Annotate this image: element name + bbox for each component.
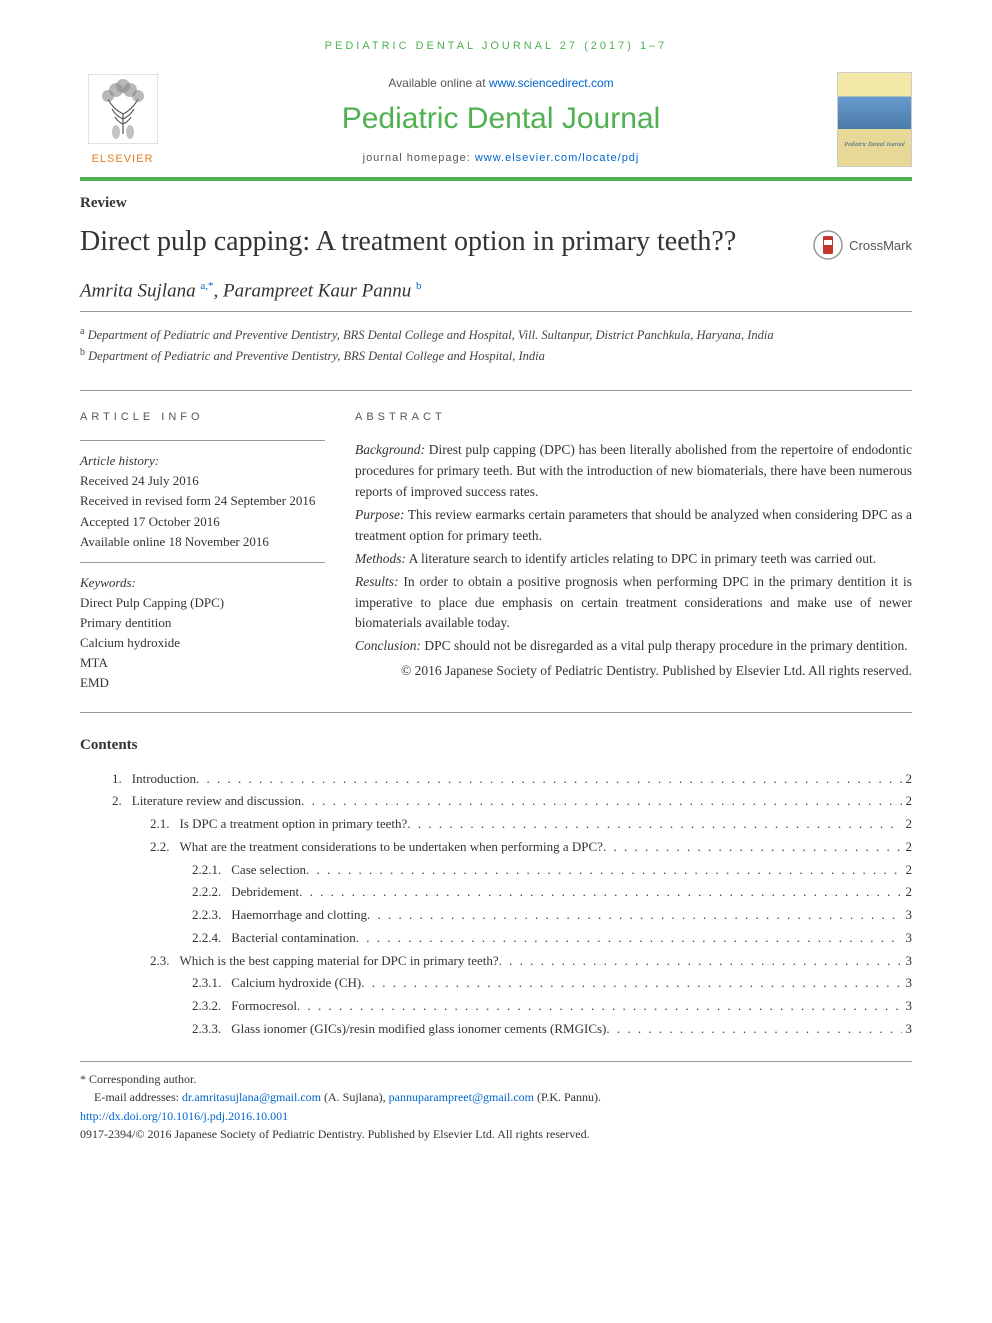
online-date: Available online 18 November 2016 bbox=[80, 532, 325, 552]
abstract-copyright: © 2016 Japanese Society of Pediatric Den… bbox=[355, 661, 912, 682]
toc-entry[interactable]: 1.Introduction 2 bbox=[80, 768, 912, 791]
journal-name: Pediatric Dental Journal bbox=[165, 102, 837, 136]
authors: Amrita Sujlana a,*, Parampreet Kaur Pann… bbox=[80, 280, 912, 311]
affiliations: a Department of Pediatric and Preventive… bbox=[80, 324, 912, 366]
history-heading: Article history: bbox=[80, 451, 325, 471]
cover-title: Pediatric Dental Journal bbox=[838, 142, 911, 148]
keyword: MTA bbox=[80, 653, 325, 673]
journal-homepage: journal homepage: www.elsevier.com/locat… bbox=[165, 152, 837, 164]
toc-entry[interactable]: 2.3.1.Calcium hydroxide (CH) 3 bbox=[80, 972, 912, 995]
article-type: Review bbox=[80, 195, 912, 212]
keywords-heading: Keywords: bbox=[80, 573, 325, 593]
accepted-date: Accepted 17 October 2016 bbox=[80, 512, 325, 532]
journal-cover-thumbnail[interactable]: Pediatric Dental Journal bbox=[837, 72, 912, 167]
email-line: E-mail addresses: dr.amritasujlana@gmail… bbox=[80, 1088, 912, 1107]
toc-entry[interactable]: 2.2.4.Bacterial contamination 3 bbox=[80, 927, 912, 950]
issn-copyright: 0917-2394/© 2016 Japanese Society of Ped… bbox=[80, 1125, 912, 1144]
doi-link[interactable]: http://dx.doi.org/10.1016/j.pdj.2016.10.… bbox=[80, 1109, 288, 1123]
footer: * Corresponding author. E-mail addresses… bbox=[80, 1061, 912, 1144]
elsevier-tree-icon bbox=[88, 74, 158, 144]
author-2[interactable]: Parampreet Kaur Pannu bbox=[223, 281, 416, 302]
abstract: ABSTRACT Background: Direst pulp capping… bbox=[355, 409, 912, 694]
article-title: Direct pulp capping: A treatment option … bbox=[80, 224, 793, 260]
toc-entry[interactable]: 2.1.Is DPC a treatment option in primary… bbox=[80, 813, 912, 836]
crossmark-icon bbox=[813, 230, 843, 260]
email-link-2[interactable]: pannuparampreet@gmail.com bbox=[389, 1090, 534, 1104]
toc-entry[interactable]: 2.2.2.Debridement 2 bbox=[80, 881, 912, 904]
toc-entry[interactable]: 2.Literature review and discussion 2 bbox=[80, 790, 912, 813]
keyword: Direct Pulp Capping (DPC) bbox=[80, 593, 325, 613]
keyword: EMD bbox=[80, 673, 325, 693]
homepage-link[interactable]: www.elsevier.com/locate/pdj bbox=[475, 152, 640, 164]
table-of-contents: 1.Introduction 22.Literature review and … bbox=[80, 768, 912, 1041]
elsevier-logo[interactable]: ELSEVIER bbox=[80, 74, 165, 165]
toc-entry[interactable]: 2.2.3.Haemorrhage and clotting 3 bbox=[80, 904, 912, 927]
crossmark-badge[interactable]: CrossMark bbox=[813, 230, 912, 260]
toc-entry[interactable]: 2.2.What are the treatment consideration… bbox=[80, 836, 912, 859]
article-info-heading: ARTICLE INFO bbox=[80, 409, 325, 426]
article-info: ARTICLE INFO Article history: Received 2… bbox=[80, 409, 325, 694]
toc-entry[interactable]: 2.3.2.Formocresol 3 bbox=[80, 995, 912, 1018]
toc-entry[interactable]: 2.3.3.Glass ionomer (GICs)/resin modifie… bbox=[80, 1018, 912, 1041]
email-link-1[interactable]: dr.amritasujlana@gmail.com bbox=[182, 1090, 321, 1104]
available-online: Available online at www.sciencedirect.co… bbox=[165, 76, 837, 90]
keyword: Calcium hydroxide bbox=[80, 633, 325, 653]
revised-date: Received in revised form 24 September 20… bbox=[80, 491, 325, 511]
crossmark-label: CrossMark bbox=[849, 238, 912, 253]
abstract-heading: ABSTRACT bbox=[355, 409, 912, 426]
author-1[interactable]: Amrita Sujlana bbox=[80, 281, 200, 302]
received-date: Received 24 July 2016 bbox=[80, 471, 325, 491]
toc-entry[interactable]: 2.2.1.Case selection 2 bbox=[80, 859, 912, 882]
sciencedirect-link[interactable]: www.sciencedirect.com bbox=[489, 76, 614, 90]
corresponding-author-note: * Corresponding author. bbox=[80, 1070, 912, 1089]
toc-entry[interactable]: 2.3.Which is the best capping material f… bbox=[80, 950, 912, 973]
masthead: ELSEVIER Available online at www.science… bbox=[80, 72, 912, 181]
keyword: Primary dentition bbox=[80, 613, 325, 633]
elsevier-text: ELSEVIER bbox=[80, 153, 165, 165]
contents-heading: Contents bbox=[80, 737, 912, 754]
running-head: PEDIATRIC DENTAL JOURNAL 27 (2017) 1–7 bbox=[80, 40, 912, 52]
